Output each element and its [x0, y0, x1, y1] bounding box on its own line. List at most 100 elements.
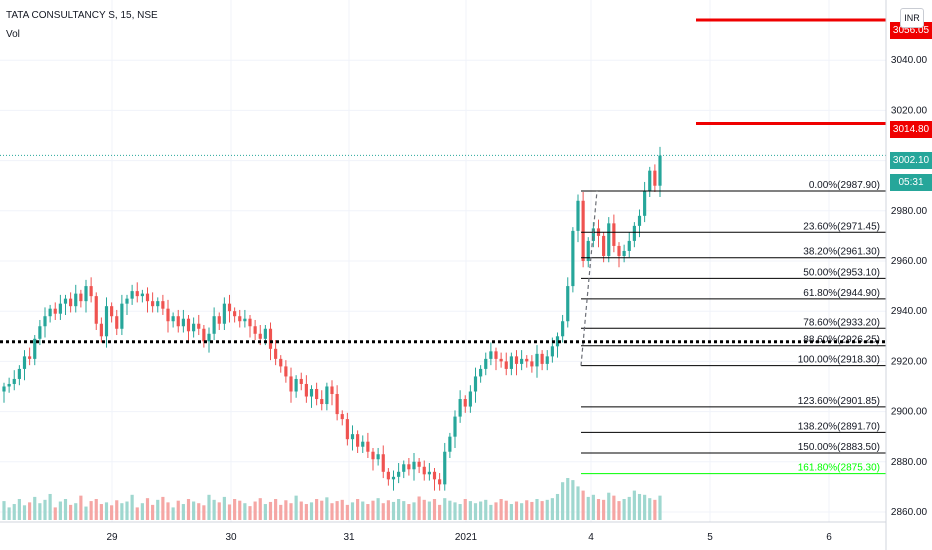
candle-body [38, 326, 42, 339]
volume-bar [545, 499, 549, 520]
volume-bar [443, 498, 447, 520]
candle-body [617, 245, 621, 256]
candle-body [637, 215, 642, 226]
volume-bar [422, 499, 426, 520]
candle-body [550, 346, 554, 357]
volume-bar [135, 507, 139, 520]
y-tick-label: 2900.00 [891, 407, 928, 418]
candle-body [468, 391, 472, 407]
volume-bar [591, 494, 595, 520]
volume-bar [299, 501, 303, 520]
candle-body [89, 286, 93, 297]
volume-bar [110, 505, 114, 520]
volume-bar [391, 501, 396, 520]
candle-body [514, 356, 519, 364]
y-tick-label: 2920.00 [891, 356, 928, 367]
volume-bar [115, 500, 119, 520]
x-tick-label: 31 [343, 532, 355, 543]
volume-bar [637, 493, 642, 520]
volume-bar [207, 494, 211, 520]
candle-body [535, 353, 539, 367]
x-tick-label: 29 [106, 532, 118, 543]
volume-bar [243, 503, 247, 520]
volume-bar [489, 504, 493, 520]
candle-body [299, 378, 303, 384]
volume-bar [555, 493, 560, 520]
candle-body [545, 356, 549, 364]
volume-bar [376, 498, 380, 520]
candlesticks [2, 146, 662, 491]
candle-body [17, 368, 21, 379]
volume-bar [463, 499, 467, 520]
symbol-legend[interactable]: TATA CONSULTANCY S, 15, NSE [6, 10, 158, 21]
candle-body [79, 293, 83, 302]
volume-bar [212, 499, 216, 520]
y-tick-label: 2880.00 [891, 457, 928, 468]
candle-body [217, 316, 221, 324]
volume-bar [479, 501, 483, 520]
volume-bar [253, 501, 257, 520]
candle-body [571, 230, 575, 287]
fib-level-label: 38.20%(2961.30) [803, 247, 880, 258]
candle-body [540, 353, 544, 364]
volume-bar [268, 501, 273, 520]
x-tick-label: 2021 [455, 532, 478, 543]
volume-bar [627, 496, 631, 520]
candle-body [581, 200, 585, 261]
candle-body [473, 376, 478, 392]
candle-body [222, 303, 226, 324]
fib-level-label: 88.60%(2926.25) [803, 335, 880, 346]
volume-bar [371, 500, 375, 520]
volume-bar [192, 501, 196, 520]
volume-bar [381, 503, 385, 520]
volume-bar [248, 506, 252, 520]
candle-body [2, 386, 6, 392]
candle-body [586, 240, 590, 261]
y-tick-label: 2860.00 [891, 507, 928, 518]
volume-bars [2, 478, 662, 520]
candle-body [43, 316, 47, 327]
candle-body [125, 298, 129, 304]
candle-body [391, 476, 396, 480]
candle-body [258, 333, 262, 339]
volume-bar [397, 499, 401, 520]
volume-bar [550, 498, 554, 520]
volume-bar [79, 495, 83, 520]
candle-body [648, 170, 652, 191]
currency-button[interactable]: INR [900, 8, 924, 28]
fib-level-label: 23.60%(2971.45) [803, 221, 880, 232]
volume-legend[interactable]: Vol [6, 29, 20, 40]
volume-bar [238, 500, 242, 520]
candle-body [432, 471, 437, 480]
candle-body [309, 388, 314, 397]
candle-body [653, 170, 657, 186]
y-tick-label: 2980.00 [891, 206, 928, 217]
candle-body [181, 318, 185, 327]
candle-body [366, 441, 370, 452]
fib-level-label: 100.00%(2918.30) [798, 355, 880, 366]
volume-bar [279, 504, 283, 520]
candle-body [238, 316, 242, 322]
candle-body [350, 434, 355, 440]
volume-bar [38, 503, 42, 520]
candle-body [520, 358, 524, 364]
candle-body [632, 225, 636, 241]
volume-bar [63, 499, 68, 520]
candle-body [397, 471, 401, 477]
candle-body [233, 311, 237, 317]
volume-bar [335, 501, 339, 520]
price-tag-last: 3002.10 [890, 152, 932, 169]
candle-body [438, 479, 442, 485]
volume-bar [530, 501, 534, 520]
candle-body [192, 323, 196, 332]
volume-bar [99, 504, 103, 520]
horizontal-levels [0, 18, 886, 344]
volume-bar [520, 503, 524, 520]
y-tick-label: 3040.00 [891, 55, 928, 66]
volume-bar [345, 504, 349, 520]
candle-body [458, 399, 462, 417]
candle-body [376, 454, 380, 460]
candle-body [135, 291, 139, 297]
candle-body [248, 318, 252, 327]
